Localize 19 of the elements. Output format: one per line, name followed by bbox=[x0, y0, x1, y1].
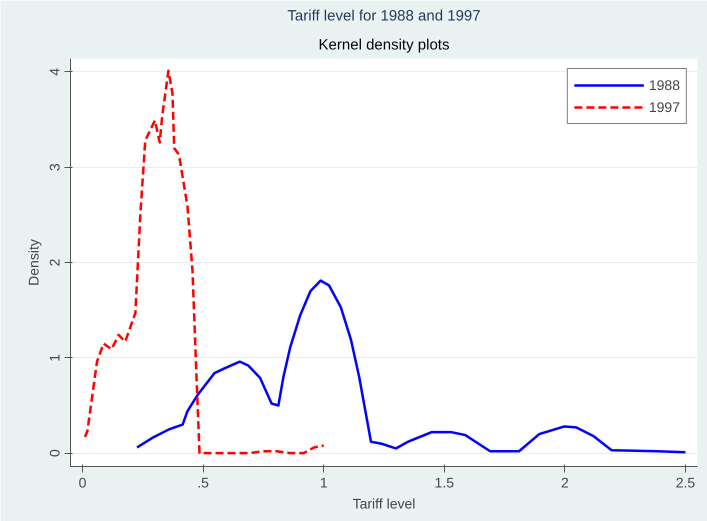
y-axis-title: Density bbox=[26, 239, 42, 286]
chart-title: Tariff level for 1988 and 1997 bbox=[287, 8, 481, 24]
line-series bbox=[136, 279, 687, 454]
x-tick-label: 0 bbox=[78, 474, 87, 490]
x-tick-label: 1.5 bbox=[434, 474, 454, 490]
legend-label: 1997 bbox=[648, 99, 680, 115]
x-tick-label: 2 bbox=[560, 474, 569, 490]
line-series bbox=[84, 70, 325, 454]
legend-label: 1988 bbox=[648, 77, 680, 93]
x-tick-label: .5 bbox=[197, 474, 210, 490]
x-tick-label: 1 bbox=[320, 474, 328, 490]
x-tick-label: 2.5 bbox=[676, 474, 696, 490]
y-tick-label: 1 bbox=[46, 354, 62, 362]
x-axis-title: Tariff level bbox=[352, 496, 416, 512]
y-tick-label: 0 bbox=[46, 449, 62, 458]
y-tick-label: 2 bbox=[46, 258, 62, 266]
y-tick-label: 3 bbox=[46, 163, 62, 172]
y-tick-label: 4 bbox=[46, 68, 62, 76]
chart-subtitle: Kernel density plots bbox=[318, 36, 450, 54]
